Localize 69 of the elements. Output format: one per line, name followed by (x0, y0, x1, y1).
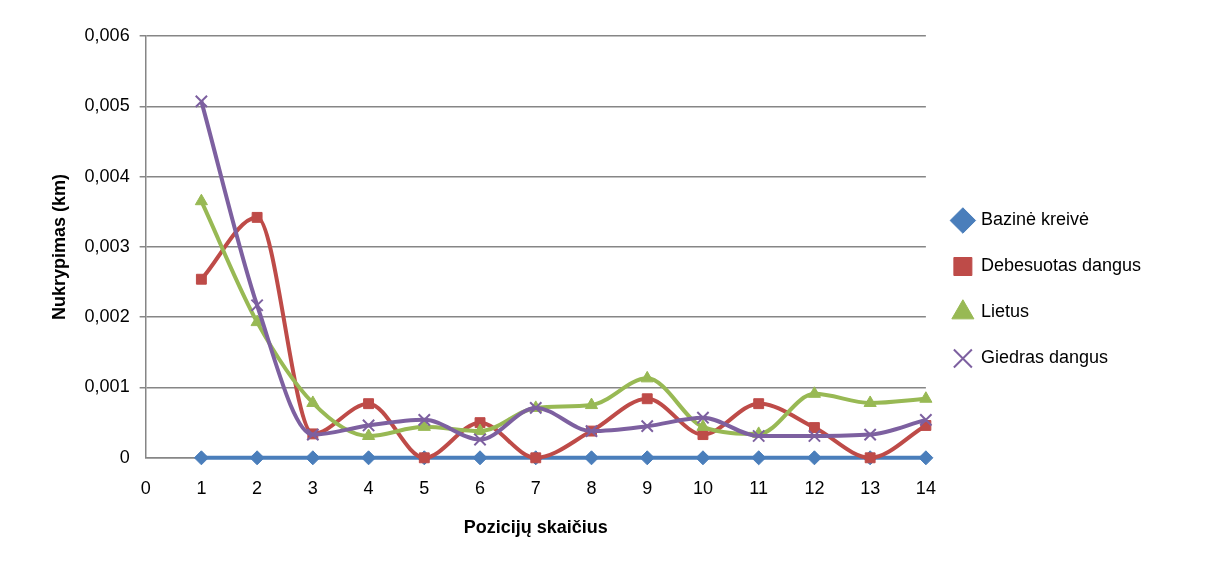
point (640, 419, 654, 433)
point (752, 429, 766, 443)
y-tick-label: 0,004 (84, 165, 130, 186)
x-tick-label: 10 (692, 477, 713, 498)
x-tick-label: 13 (860, 477, 881, 498)
x-tick-label: 8 (586, 477, 597, 498)
point (361, 418, 376, 433)
point (473, 423, 487, 436)
point (751, 450, 767, 466)
legend-label: Bazinė kreivė (980, 209, 1089, 230)
point (195, 273, 207, 285)
point (193, 450, 209, 466)
y-tick-label: 0,002 (84, 306, 130, 327)
point (863, 427, 877, 442)
point (194, 94, 209, 109)
x-tick-label: 3 (307, 477, 318, 498)
legend-label: Lietus (980, 301, 1029, 322)
point (417, 413, 431, 427)
point (697, 429, 709, 441)
point (472, 450, 488, 466)
x-tick-label: 9 (642, 477, 653, 498)
point (194, 193, 208, 206)
legend-label: Giedras dangus (980, 347, 1108, 368)
y-tick-label: 0 (119, 446, 130, 467)
point (473, 432, 487, 447)
point (639, 450, 655, 466)
point (641, 393, 653, 405)
point (919, 391, 933, 403)
point (363, 398, 375, 410)
point (918, 450, 934, 466)
x-tick-label: 5 (419, 477, 430, 498)
point (696, 419, 710, 431)
y-tick-label: 0,006 (84, 24, 130, 45)
x-tick-label: 7 (530, 477, 541, 498)
point (808, 422, 820, 434)
x-tick-label: 0 (140, 477, 151, 498)
point (583, 450, 599, 466)
point (306, 395, 320, 407)
y-axis-title: Nukrypimas (km) (48, 173, 69, 320)
point (250, 314, 264, 327)
point (753, 398, 765, 410)
x-tick-label: 2 (252, 477, 263, 498)
point (695, 450, 711, 466)
point (696, 411, 710, 425)
x-tick-label: 12 (804, 477, 825, 498)
point (863, 395, 877, 407)
point (417, 419, 431, 431)
y-tick-label: 0,001 (84, 376, 130, 397)
x-axis-title: Pozicijų skaičius (463, 517, 608, 538)
x-tick-label: 6 (475, 477, 486, 498)
x-tick-label: 14 (915, 477, 936, 498)
point (640, 370, 654, 383)
point (807, 429, 822, 443)
legend-label: Debesuotas dangus (980, 255, 1142, 276)
point (919, 413, 933, 427)
x-tick-label: 11 (749, 477, 769, 498)
x-tick-label: 4 (363, 477, 374, 498)
point (807, 386, 821, 398)
x-tick-label: 1 (196, 477, 207, 498)
point (251, 211, 263, 223)
y-tick-label: 0,003 (84, 235, 130, 256)
point (249, 450, 265, 466)
point (250, 298, 264, 312)
point (806, 450, 822, 466)
point (584, 397, 599, 410)
point (361, 450, 377, 466)
point (305, 450, 321, 466)
y-tick-label: 0,005 (84, 95, 130, 116)
point (362, 428, 376, 441)
